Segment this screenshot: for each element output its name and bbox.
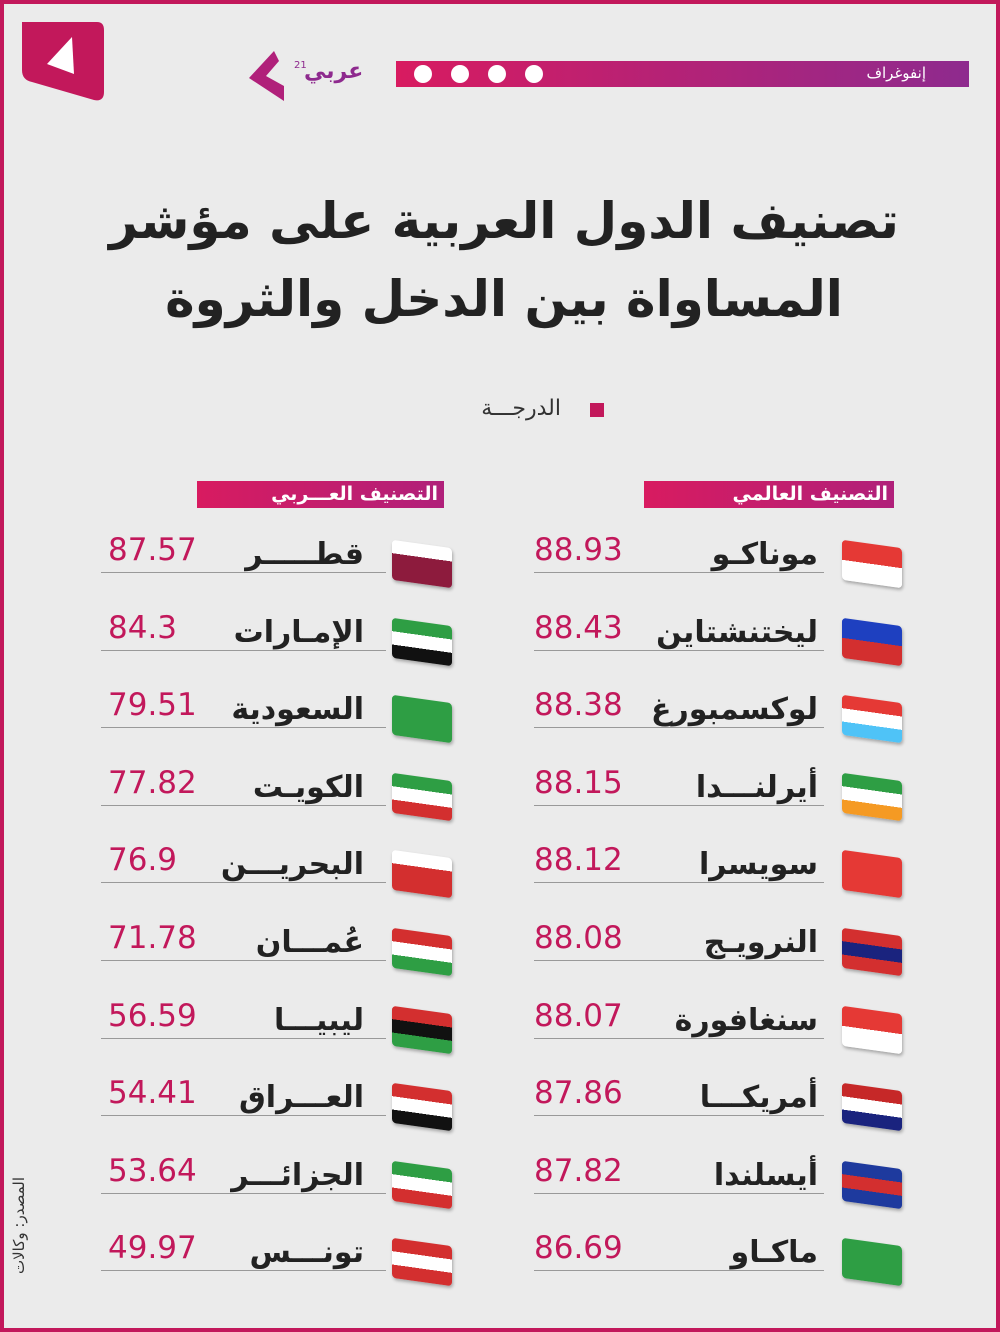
flag (842, 1238, 902, 1287)
score: 56.59 (108, 997, 197, 1034)
score: 87.57 (108, 532, 197, 568)
youtube-icon[interactable] (488, 65, 506, 83)
score: 88.07 (534, 997, 623, 1034)
score: 88.12 (534, 842, 623, 879)
logo-number: 21 (294, 60, 307, 71)
flag (392, 927, 452, 977)
row-rule (534, 1192, 824, 1194)
country-name: العـــراق (238, 1080, 364, 1116)
score: 53.64 (108, 1152, 197, 1189)
score: 88.43 (534, 609, 623, 646)
country-name: الإمـارات (233, 614, 364, 650)
logo-text: عربي (304, 59, 364, 84)
flag (842, 539, 902, 589)
country-name: عُمـــان (255, 925, 364, 960)
country-name: ليختنشتاين (656, 614, 818, 650)
country-name: البحريـــن (220, 847, 364, 883)
country-name: قطـــــر (245, 537, 364, 572)
row-rule (101, 1115, 386, 1117)
logo-mark (249, 51, 284, 101)
section-label: إنفوغراف (866, 64, 926, 82)
country-name: موناكـو (711, 537, 818, 572)
row-rule (534, 1270, 824, 1272)
flag (842, 850, 902, 899)
flag (842, 1160, 902, 1210)
row-rule (534, 804, 824, 806)
country-name: سويسرا (698, 847, 818, 883)
row-rule (101, 960, 386, 961)
flag (392, 539, 452, 589)
row-rule (534, 727, 824, 729)
flag (842, 772, 902, 822)
country-name: أمريكـــا (699, 1080, 818, 1116)
score: 88.93 (534, 532, 623, 568)
country-name: لوكسمبورغ (651, 692, 818, 728)
legend-label: الدرجـــة (481, 396, 561, 421)
corner-logo (22, 22, 104, 101)
row-rule (534, 960, 824, 961)
country-name: الجزائـــر (231, 1157, 364, 1193)
country-name: ماكـاو (730, 1235, 818, 1271)
country-name: أيرلنـــدا (695, 769, 818, 805)
country-name: سنغافورة (674, 1002, 818, 1038)
flag (392, 1238, 452, 1287)
flag (842, 1082, 902, 1132)
flag (842, 927, 902, 977)
column-heading: التصنيف العـــربي (197, 481, 444, 508)
country-name: السعودية (231, 692, 364, 728)
score: 49.97 (108, 1230, 197, 1267)
column-heading: التصنيف العالمي (644, 481, 894, 508)
row-rule (534, 1037, 824, 1039)
score: 77.82 (108, 764, 197, 801)
row-rule (534, 649, 824, 651)
score: 84.3 (108, 609, 178, 646)
row-rule (534, 1115, 824, 1117)
row-rule (534, 572, 824, 573)
row-rule (101, 649, 386, 651)
facebook-icon[interactable] (414, 65, 432, 83)
flag (392, 694, 452, 744)
row-rule (101, 1270, 386, 1272)
flag (392, 617, 452, 666)
score: 87.82 (534, 1152, 623, 1189)
title-line: تصنيف الدول العربية على مؤشر (109, 192, 899, 250)
country-name: الكويـت (252, 769, 364, 805)
row-rule (101, 727, 386, 729)
flag (392, 772, 452, 822)
country-name: النرويـج (703, 925, 818, 960)
score: 71.78 (108, 920, 197, 956)
score: 54.41 (108, 1075, 197, 1112)
twitter-icon[interactable] (451, 65, 469, 83)
legend-swatch (590, 403, 604, 417)
score: 76.9 (108, 842, 178, 879)
row-rule (101, 572, 386, 573)
flag (392, 850, 452, 899)
row-rule (101, 882, 386, 884)
score: 79.51 (108, 687, 197, 724)
flag (392, 1005, 452, 1054)
score: 88.38 (534, 687, 623, 724)
site-icon[interactable] (525, 65, 543, 83)
source: المصدر: وكالات (10, 1177, 28, 1274)
row-rule (534, 882, 824, 884)
score: 87.86 (534, 1075, 623, 1112)
flag (392, 1082, 452, 1132)
row-rule (101, 1037, 386, 1039)
row-rule (101, 1192, 386, 1194)
flag (842, 617, 902, 666)
score: 88.15 (534, 764, 623, 801)
score: 88.08 (534, 920, 623, 956)
flag (842, 694, 902, 744)
title-line: المساواة بين الدخل والثروة (165, 270, 843, 328)
flag (392, 1160, 452, 1210)
score: 86.69 (534, 1230, 623, 1267)
country-name: ليبيـــا (273, 1002, 364, 1038)
country-name: تونـــس (249, 1235, 364, 1271)
flag (842, 1005, 902, 1054)
country-name: أيسلندا (713, 1157, 818, 1193)
row-rule (101, 804, 386, 806)
